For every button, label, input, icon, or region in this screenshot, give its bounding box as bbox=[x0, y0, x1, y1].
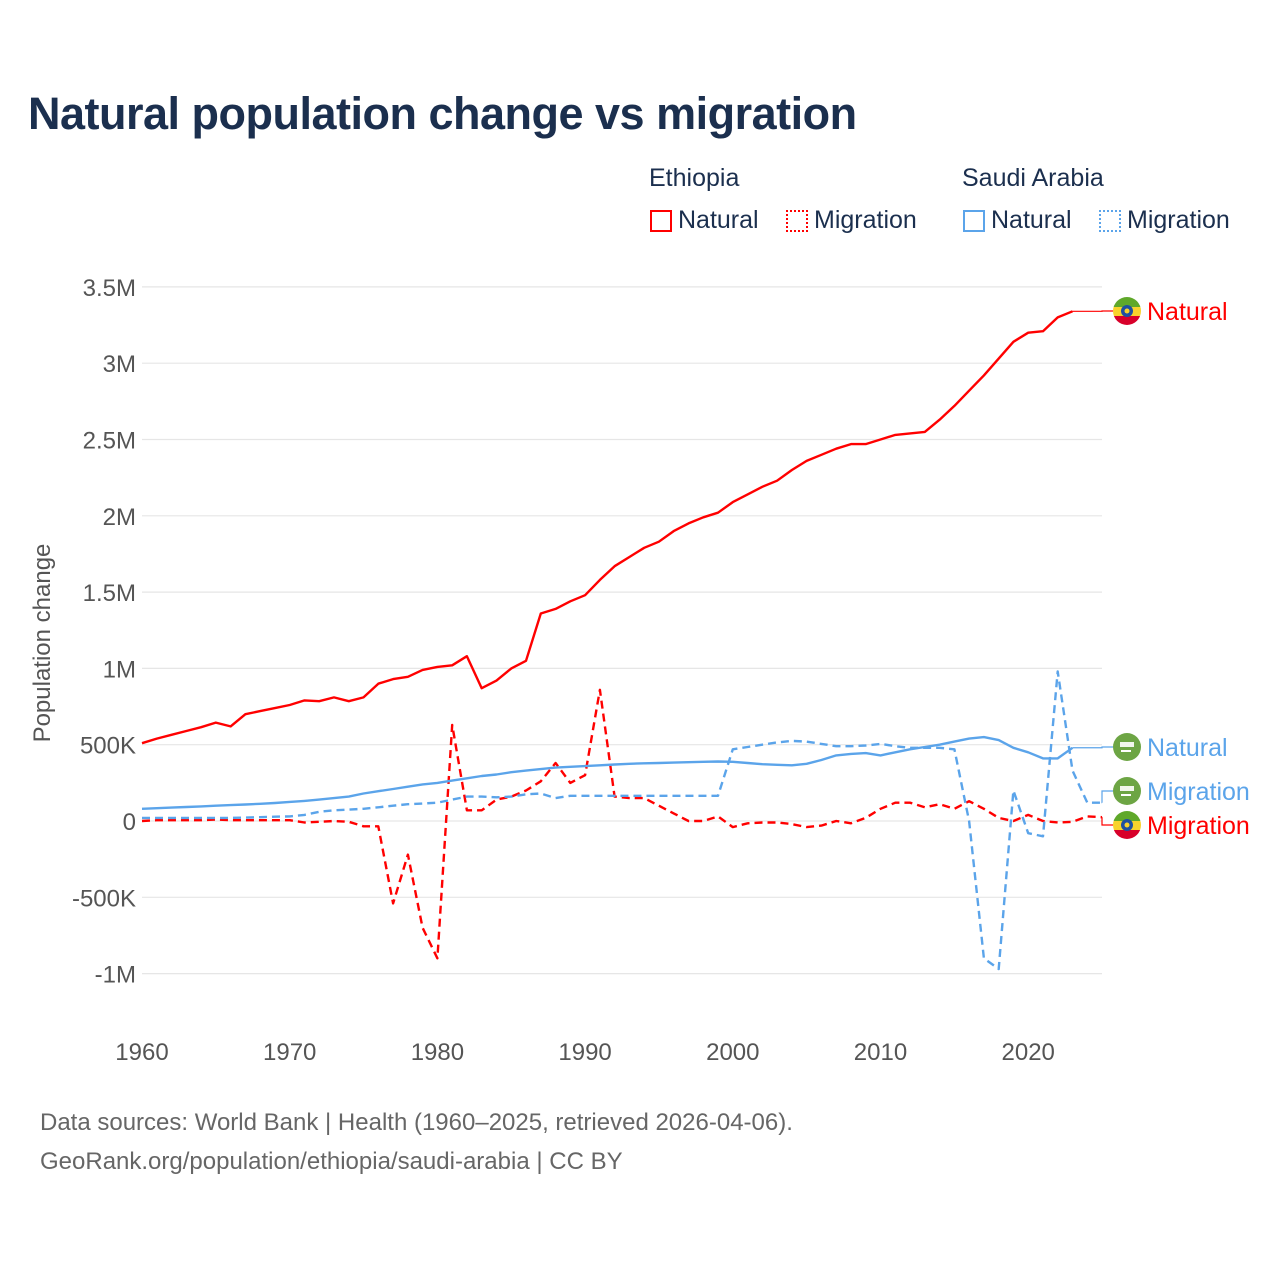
legend-swatch-solid bbox=[963, 209, 985, 232]
y-tick-label: 2M bbox=[103, 504, 136, 531]
series-line-ethiopia-natural bbox=[141, 310, 1073, 745]
y-tick-label: 500K bbox=[80, 733, 136, 760]
series-line-saudi-arabia-migration bbox=[142, 670, 1102, 971]
y-tick-label: 3M bbox=[103, 351, 136, 378]
legend-ethiopia-migration[interactable]: Migration bbox=[786, 206, 917, 235]
x-tick-label: 2000 bbox=[706, 1039, 759, 1066]
legend-saudi-migration[interactable]: Migration bbox=[1099, 206, 1230, 235]
legend-label: Natural bbox=[991, 206, 1072, 234]
y-tick-label: -1M bbox=[95, 962, 136, 989]
chart-title: Natural population change vs migration bbox=[28, 88, 857, 139]
ethiopia-flag-icon bbox=[1113, 811, 1141, 839]
x-tick-label: 1960 bbox=[115, 1039, 168, 1066]
end-label-connector bbox=[1101, 816, 1113, 826]
legend-swatch-dotted bbox=[1099, 209, 1121, 232]
legend-label: Migration bbox=[1127, 206, 1230, 234]
series-line-ethiopia-migration bbox=[141, 688, 1103, 960]
footer-sources: Data sources: World Bank | Health (1960–… bbox=[40, 1109, 793, 1136]
end-label: Natural bbox=[1147, 298, 1228, 326]
y-tick-label: 1.5M bbox=[83, 580, 136, 607]
end-label: Migration bbox=[1147, 778, 1250, 806]
y-tick-label: 1M bbox=[103, 656, 136, 683]
legend-swatch-solid bbox=[650, 209, 672, 232]
footer-attribution[interactable]: GeoRank.org/population/ethiopia/saudi-ar… bbox=[40, 1148, 623, 1175]
end-label-connector bbox=[1101, 790, 1113, 804]
x-tick-label: 2020 bbox=[1002, 1039, 1055, 1066]
saudi-arabia-flag-icon bbox=[1113, 777, 1141, 805]
x-tick-label: 1970 bbox=[263, 1039, 316, 1066]
legend-swatch-dotted bbox=[786, 209, 808, 232]
end-label: Natural bbox=[1147, 734, 1228, 762]
x-tick-label: 2010 bbox=[854, 1039, 907, 1066]
end-label: Migration bbox=[1147, 812, 1250, 840]
y-tick-label: 0 bbox=[123, 809, 136, 836]
legend-group-saudi-arabia: Saudi Arabia bbox=[962, 164, 1104, 192]
end-label-connector bbox=[1072, 746, 1113, 749]
y-axis-label: Population change bbox=[29, 544, 56, 743]
y-tick-label: 2.5M bbox=[83, 428, 136, 455]
saudi-arabia-flag-icon bbox=[1113, 733, 1141, 761]
ethiopia-flag-icon bbox=[1113, 297, 1141, 325]
legend-group-ethiopia: Ethiopia bbox=[649, 164, 740, 192]
x-tick-label: 1980 bbox=[411, 1039, 464, 1066]
y-tick-label: -500K bbox=[72, 885, 136, 912]
x-tick-label: 1990 bbox=[558, 1039, 611, 1066]
legend-saudi-natural[interactable]: Natural bbox=[963, 206, 1072, 235]
legend-label: Migration bbox=[814, 206, 917, 234]
y-tick-label: 3.5M bbox=[83, 275, 136, 302]
series-line-saudi-arabia-natural bbox=[141, 735, 1074, 810]
legend-ethiopia-natural[interactable]: Natural bbox=[650, 206, 759, 235]
legend-label: Natural bbox=[678, 206, 759, 234]
